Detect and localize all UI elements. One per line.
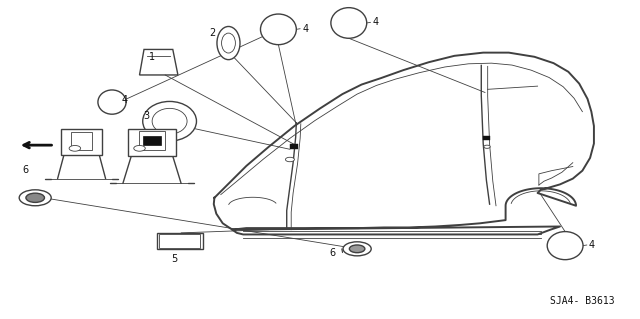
Bar (139, 131, 165, 150)
Circle shape (285, 157, 294, 162)
Bar (290, 144, 298, 149)
Text: 2: 2 (209, 28, 216, 39)
Bar (61, 129, 102, 155)
Circle shape (19, 190, 51, 206)
Text: FR.: FR. (61, 140, 81, 150)
Text: 4: 4 (122, 95, 128, 105)
Bar (483, 136, 490, 140)
Bar (143, 136, 161, 145)
Ellipse shape (143, 101, 196, 141)
Ellipse shape (331, 8, 367, 38)
Circle shape (134, 145, 145, 151)
Text: 1: 1 (148, 52, 155, 62)
Text: 6: 6 (22, 166, 29, 175)
Bar (157, 233, 203, 249)
Text: 4: 4 (372, 17, 379, 27)
Bar (128, 129, 176, 156)
Text: SJA4- B3613: SJA4- B3613 (550, 296, 614, 306)
Circle shape (26, 193, 45, 203)
Circle shape (343, 242, 371, 256)
Circle shape (484, 145, 490, 148)
Circle shape (69, 145, 81, 151)
Text: 4: 4 (302, 24, 308, 34)
Ellipse shape (260, 14, 296, 45)
Text: 6: 6 (330, 248, 336, 258)
Bar (71, 132, 92, 150)
Text: 4: 4 (589, 240, 595, 250)
Ellipse shape (152, 108, 187, 134)
Text: 3: 3 (143, 111, 149, 121)
Ellipse shape (217, 26, 240, 60)
Ellipse shape (98, 90, 126, 114)
Text: 5: 5 (171, 254, 177, 263)
Ellipse shape (547, 232, 583, 260)
Circle shape (349, 245, 365, 253)
Ellipse shape (221, 33, 236, 53)
Bar (159, 234, 200, 248)
